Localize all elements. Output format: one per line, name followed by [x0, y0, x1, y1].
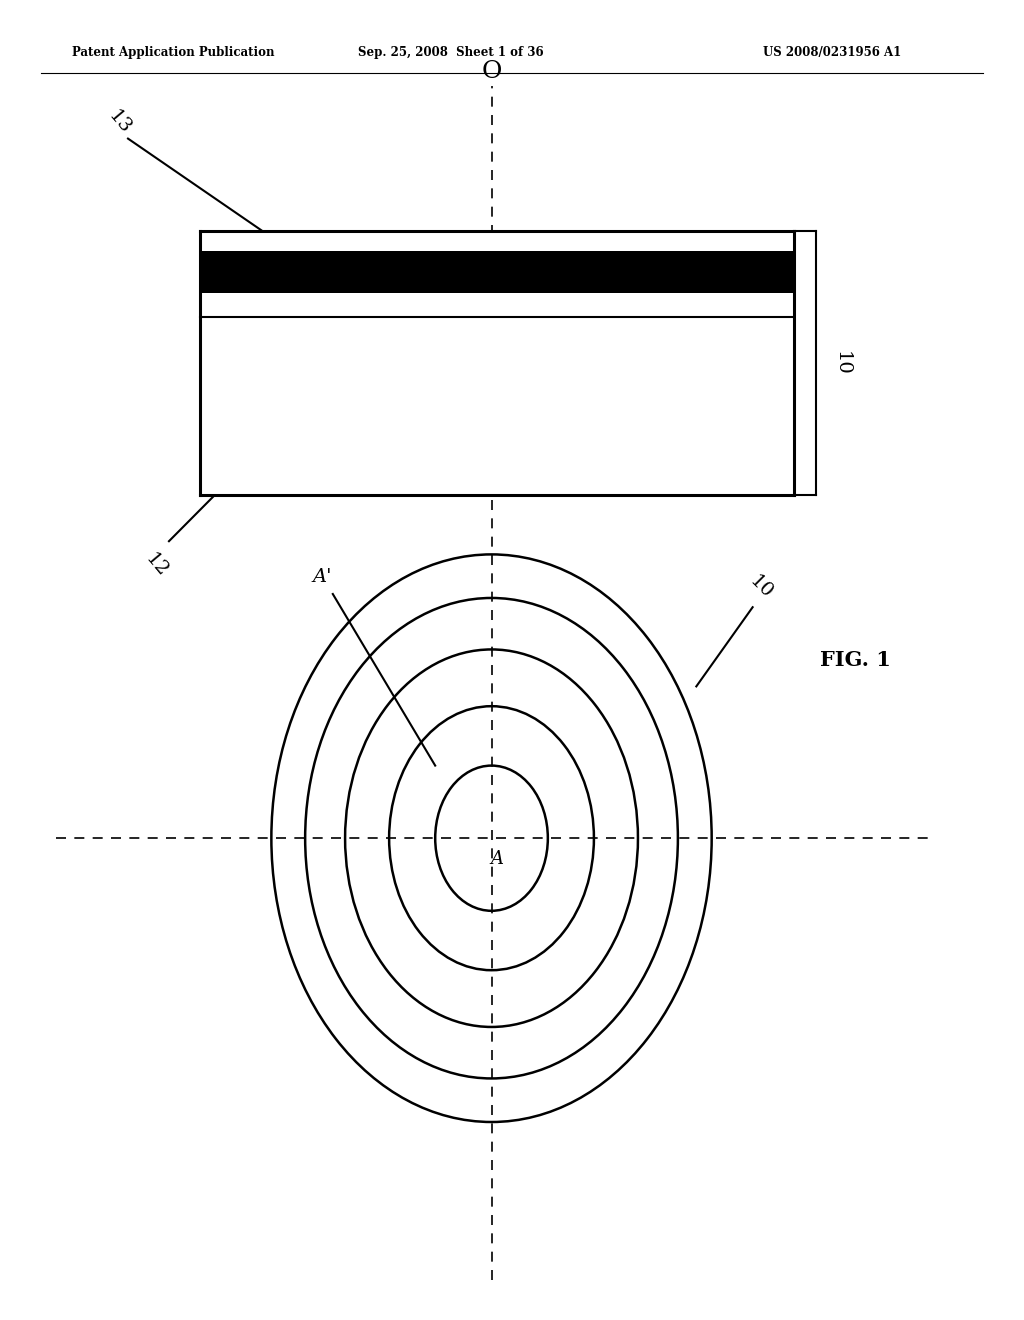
Text: 12: 12 [141, 549, 172, 581]
Text: Sep. 25, 2008  Sheet 1 of 36: Sep. 25, 2008 Sheet 1 of 36 [357, 46, 544, 59]
Text: 10: 10 [745, 573, 776, 602]
Text: A': A' [312, 568, 333, 586]
Text: O: O [481, 61, 502, 83]
Bar [200, 251, 794, 293]
Text: 10: 10 [833, 351, 851, 375]
Text: Patent Application Publication: Patent Application Publication [72, 46, 274, 59]
Text: A: A [490, 850, 503, 869]
Text: 13: 13 [104, 107, 135, 139]
Text: FIG. 1: FIG. 1 [819, 649, 891, 671]
Bar [200, 231, 794, 495]
Text: US 2008/0231956 A1: US 2008/0231956 A1 [763, 46, 901, 59]
